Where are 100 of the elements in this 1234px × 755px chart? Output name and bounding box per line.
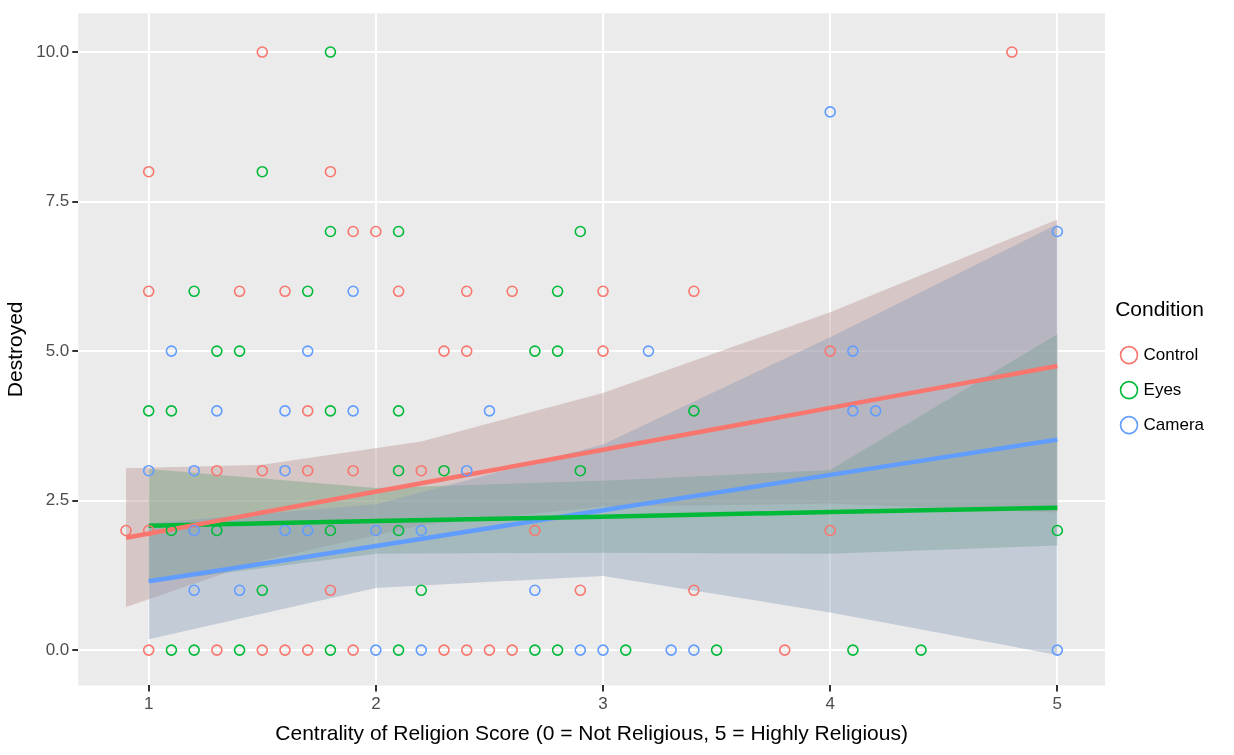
point bbox=[415, 464, 428, 477]
point bbox=[483, 644, 496, 656]
point bbox=[211, 405, 223, 417]
point bbox=[188, 644, 200, 656]
point bbox=[279, 285, 291, 298]
y-tick-label: 2.5 bbox=[45, 490, 70, 510]
point bbox=[597, 345, 609, 357]
point bbox=[574, 644, 587, 656]
point bbox=[460, 285, 473, 298]
y-axis-title: Destroyed bbox=[3, 301, 27, 398]
point bbox=[574, 584, 587, 597]
point bbox=[324, 165, 337, 178]
point bbox=[142, 524, 155, 537]
point bbox=[347, 285, 359, 298]
point bbox=[824, 106, 836, 118]
y-tick-label: 7.5 bbox=[45, 191, 70, 211]
point bbox=[165, 644, 178, 656]
point bbox=[460, 644, 473, 656]
point bbox=[347, 225, 359, 238]
x-tick-label: 5 bbox=[1052, 694, 1063, 714]
point bbox=[233, 644, 246, 656]
point bbox=[324, 644, 337, 656]
point bbox=[438, 464, 450, 477]
point bbox=[506, 644, 518, 656]
point bbox=[279, 644, 291, 656]
y-tick-label: 5.0 bbox=[45, 340, 70, 360]
point bbox=[188, 285, 200, 298]
point bbox=[301, 464, 314, 477]
point bbox=[415, 524, 428, 537]
x-tick-label: 2 bbox=[371, 694, 381, 714]
point bbox=[1051, 225, 1064, 238]
x-tick-label: 1 bbox=[143, 694, 154, 714]
point bbox=[211, 644, 223, 656]
point bbox=[370, 524, 382, 537]
point bbox=[188, 524, 200, 537]
point bbox=[1051, 644, 1064, 656]
point bbox=[869, 405, 882, 417]
y-tick-label: 10.0 bbox=[36, 41, 70, 61]
point bbox=[438, 644, 450, 656]
point bbox=[301, 644, 314, 656]
point bbox=[324, 584, 337, 597]
point bbox=[256, 165, 269, 178]
point bbox=[324, 405, 337, 417]
point bbox=[688, 584, 700, 597]
point bbox=[551, 644, 564, 656]
point bbox=[392, 524, 405, 537]
legend-label: Eyes bbox=[1143, 379, 1182, 399]
point bbox=[279, 464, 291, 477]
point bbox=[392, 405, 405, 417]
point bbox=[551, 285, 564, 298]
point bbox=[211, 345, 223, 357]
point bbox=[233, 345, 246, 357]
point bbox=[710, 644, 723, 656]
point bbox=[256, 644, 269, 656]
point bbox=[824, 345, 836, 357]
point bbox=[438, 345, 450, 357]
point bbox=[688, 285, 700, 298]
point bbox=[370, 644, 382, 656]
point bbox=[324, 225, 337, 238]
point bbox=[688, 405, 700, 417]
point bbox=[392, 225, 405, 238]
point bbox=[460, 464, 473, 477]
point bbox=[142, 644, 155, 656]
x-tick-label: 4 bbox=[825, 694, 835, 714]
point bbox=[142, 285, 155, 298]
point bbox=[301, 285, 314, 298]
point bbox=[824, 524, 836, 537]
point bbox=[188, 584, 200, 597]
point bbox=[392, 644, 405, 656]
point bbox=[392, 285, 405, 298]
point bbox=[188, 464, 200, 477]
point bbox=[301, 405, 314, 417]
point bbox=[347, 644, 359, 656]
point bbox=[142, 464, 155, 477]
point bbox=[324, 46, 337, 58]
point bbox=[506, 285, 518, 298]
point bbox=[256, 584, 269, 597]
point bbox=[1051, 524, 1064, 537]
point bbox=[529, 644, 541, 656]
point bbox=[233, 285, 246, 298]
point bbox=[529, 584, 541, 597]
point bbox=[279, 524, 291, 537]
point bbox=[165, 345, 178, 357]
point bbox=[392, 464, 405, 477]
point bbox=[847, 644, 859, 656]
point bbox=[301, 524, 314, 537]
x-axis-title: Centrality of Religion Score (0 = Not Religious, 5 = Highly Religious) bbox=[275, 721, 908, 745]
point bbox=[529, 345, 541, 357]
point bbox=[483, 405, 496, 417]
point bbox=[142, 405, 155, 417]
y-tick-label: 0.0 bbox=[45, 639, 70, 659]
point bbox=[619, 644, 632, 656]
point bbox=[256, 46, 269, 58]
point bbox=[256, 464, 269, 477]
point bbox=[642, 345, 655, 357]
point bbox=[460, 345, 473, 357]
point bbox=[120, 524, 132, 537]
point bbox=[529, 524, 541, 537]
point bbox=[915, 644, 927, 656]
point bbox=[211, 464, 223, 477]
